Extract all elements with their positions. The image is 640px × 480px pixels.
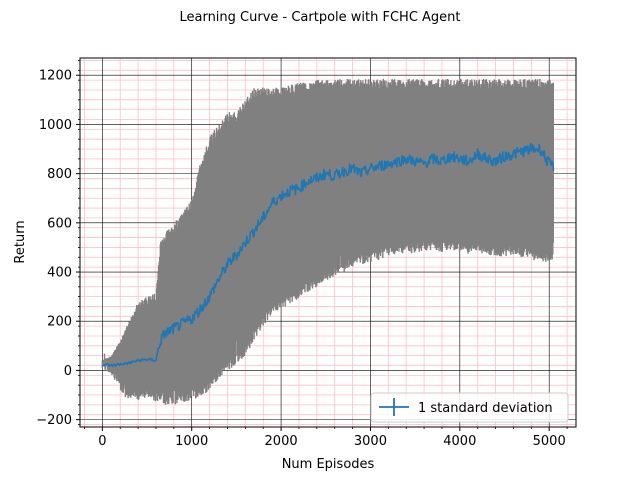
mean-return-line [102, 142, 555, 368]
axis-ticks [76, 60, 568, 431]
legend-box [370, 392, 569, 423]
y-tick-label: 200 [47, 315, 72, 330]
x-tick-labels: 0 1000 2000 3000 4000 5000 [98, 434, 566, 449]
x-tick-label: 5000 [533, 434, 566, 449]
x-axis-label: Num Episodes [282, 457, 375, 472]
y-tick-labels: −200 0 200 400 600 800 1000 1200 [36, 69, 72, 428]
x-tick-label: 3000 [354, 434, 387, 449]
legend: 1 standard deviation [370, 392, 569, 423]
x-tick-label: 2000 [265, 434, 298, 449]
y-tick-label: 1200 [39, 69, 72, 84]
y-tick-label: 0 [64, 364, 72, 379]
x-tick-label: 4000 [443, 434, 476, 449]
x-tick-label: 1000 [175, 434, 208, 449]
y-axis-label: Return [13, 220, 28, 263]
y-tick-label: −200 [36, 413, 72, 428]
y-tick-label: 1000 [39, 118, 72, 133]
legend-label: 1 standard deviation [418, 401, 553, 416]
chart-title: Learning Curve - Cartpole with FCHC Agen… [179, 10, 460, 25]
axes-frame [79, 57, 577, 428]
mean-line [102, 142, 555, 368]
y-tick-label: 800 [47, 167, 72, 182]
y-tick-label: 600 [47, 216, 72, 231]
x-tick-label: 0 [98, 434, 106, 449]
y-tick-label: 400 [47, 266, 72, 281]
plot-frame [79, 57, 577, 428]
